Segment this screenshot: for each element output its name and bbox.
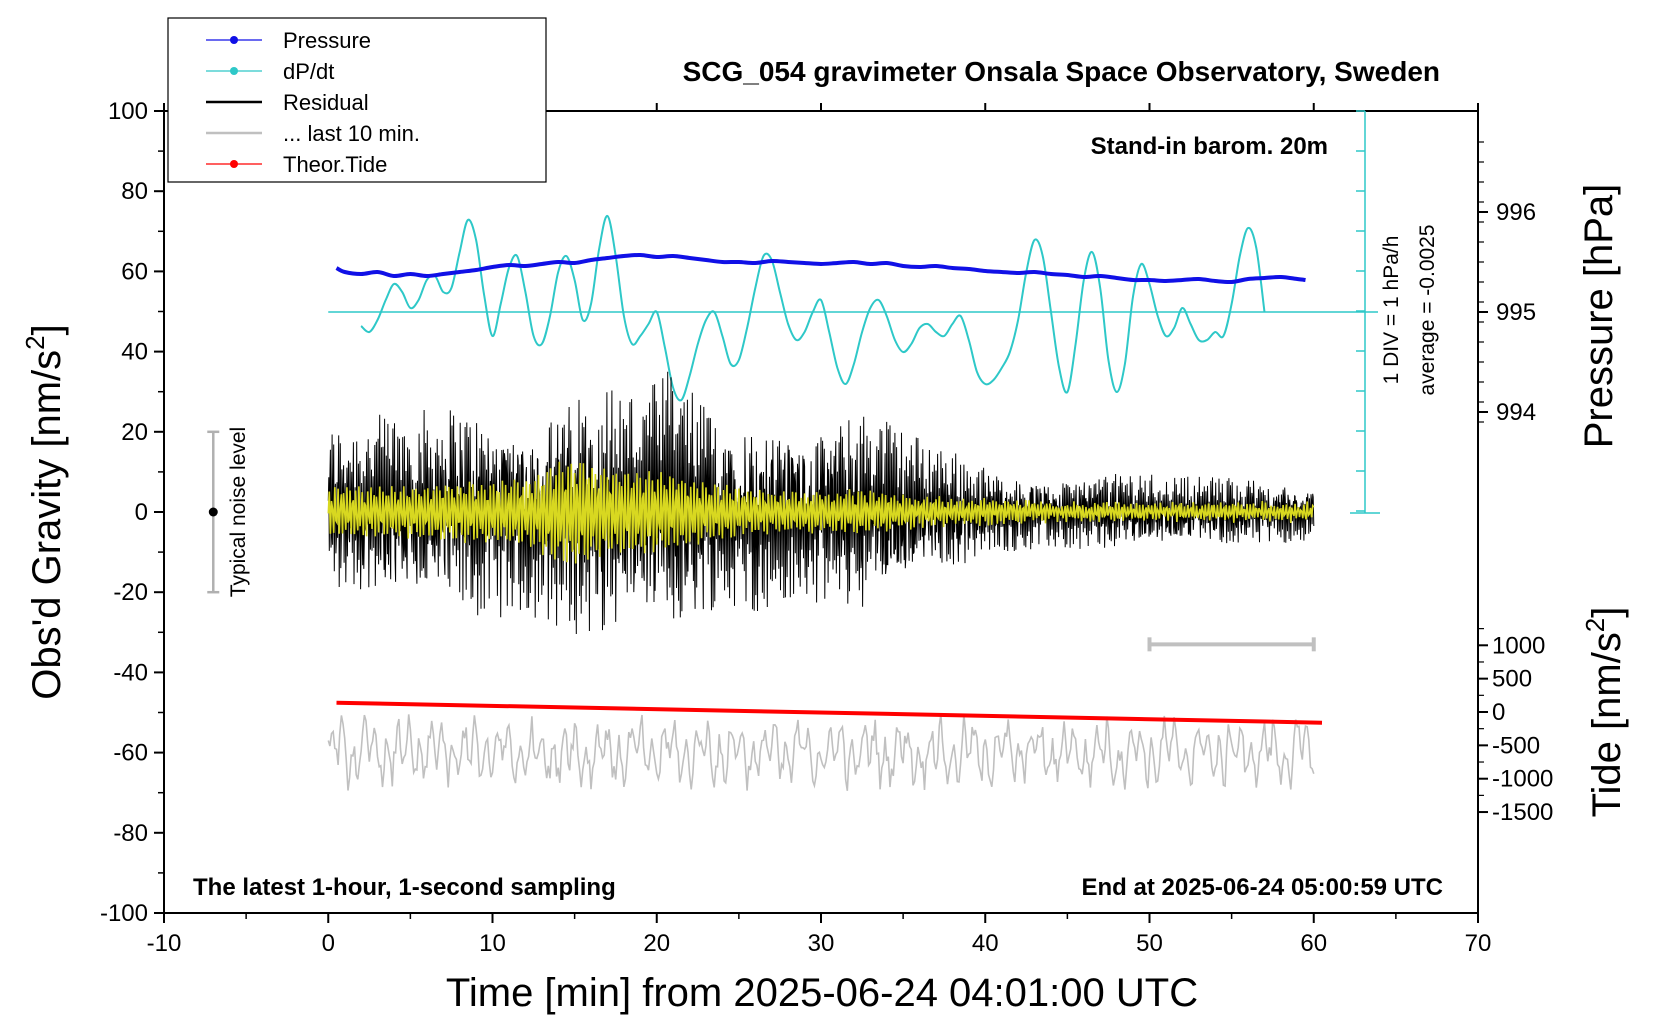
last10-series-line [327, 713, 1315, 791]
pressure-tick-label: 996 [1496, 199, 1536, 226]
y-tick-label: -20 [113, 579, 148, 606]
legend-label: dP/dt [283, 59, 334, 84]
axes-layer: -10 0 10 20 30 40 50 60 70-100-80-60-40-20020406… [100, 98, 1553, 957]
pressure-series-line [335, 252, 1306, 285]
legend-label: ... last 10 min. [283, 121, 420, 146]
barometer-note: Stand-in barom. 20m [1091, 133, 1328, 160]
tide-tick-label: -1500 [1492, 799, 1553, 826]
y-axis-label-pressure: Pressure [hPa] [1577, 184, 1621, 449]
noise-level-note: Typical noise level [227, 427, 250, 597]
x-axis-label: Time [min] from 2025-06-24 04:01:00 UTC [446, 971, 1198, 1015]
legend-label: Theor.Tide [283, 152, 387, 177]
y-tick-label: 40 [121, 339, 148, 366]
x-tick-label: 50 [1136, 930, 1163, 957]
legend: Pressure dP/dt Residual ... last 10 min. The… [167, 17, 547, 183]
x-tick-label: 40 [972, 930, 999, 957]
y-axis-label-left: Obs'd Gravity [nm/s2] [20, 324, 69, 700]
noise-level-dot [208, 507, 218, 517]
tide-tick-label: 0 [1492, 699, 1505, 726]
dpdt-series-line [360, 214, 1266, 402]
dpdt-scale-note: 1 DIV = 1 hPa/h [1380, 236, 1403, 385]
x-tick-label: 60 [1300, 930, 1327, 957]
y-tick-label: -80 [113, 820, 148, 847]
residual-smoothed-line [327, 461, 1315, 564]
x-tick-label: 30 [808, 930, 835, 957]
y-axis-label-left-main: Obs'd Gravity [nm/s [25, 350, 69, 700]
legend-swatch-dot [230, 160, 238, 168]
series-layer [207, 110, 1380, 791]
x-tick-label: 0 [322, 930, 335, 957]
tide-tick-label: -1000 [1492, 766, 1553, 793]
x-tick-label: 70 [1465, 930, 1492, 957]
legend-swatch-dot [230, 67, 238, 75]
y-axis-label-tide-main: Tide [nm/s [1585, 632, 1629, 817]
dpdt-average-note: average = -0.0025 [1416, 224, 1439, 395]
y-tick-label: -100 [100, 900, 148, 927]
pressure-tick-label: 995 [1496, 299, 1536, 326]
chart-title: SCG_054 gravimeter Onsala Space Observat… [683, 56, 1440, 87]
y-axis-label-tide-sup: 2 [1580, 618, 1610, 632]
tide-tick-label: -500 [1492, 732, 1540, 759]
legend-label: Pressure [283, 28, 371, 53]
residual-series-line [327, 371, 1315, 635]
y-tick-label: -40 [113, 659, 148, 686]
tide-tick-label: 1000 [1492, 632, 1545, 659]
y-axis-label-left-end: ] [25, 324, 69, 335]
legend-label: Residual [283, 90, 369, 115]
tide-series-line [336, 700, 1323, 725]
y-tick-label: 0 [135, 499, 148, 526]
x-tick-label: 10 [479, 930, 506, 957]
legend-rows: Pressure dP/dt Residual ... last 10 min. The… [206, 28, 420, 177]
y-tick-label: 80 [121, 178, 148, 205]
y-axis-label-tide-end: ] [1585, 607, 1629, 618]
x-tick-label: -10 [147, 930, 182, 957]
y-tick-label: 20 [121, 419, 148, 446]
tide-tick-label: 500 [1492, 666, 1532, 693]
sampling-note: The latest 1-hour, 1-second sampling [193, 874, 616, 901]
y-tick-label: 100 [108, 98, 148, 125]
y-axis-label-tide: Tide [nm/s2] [1580, 607, 1629, 818]
end-time-note: End at 2025-06-24 05:00:59 UTC [1082, 874, 1444, 901]
pressure-tick-label: 994 [1496, 399, 1536, 426]
y-tick-label: 60 [121, 258, 148, 285]
y-tick-label: -60 [113, 740, 148, 767]
legend-swatch-dot [230, 36, 238, 44]
legend-box [167, 17, 547, 183]
y-axis-label-left-sup: 2 [20, 335, 50, 349]
x-tick-label: 20 [643, 930, 670, 957]
